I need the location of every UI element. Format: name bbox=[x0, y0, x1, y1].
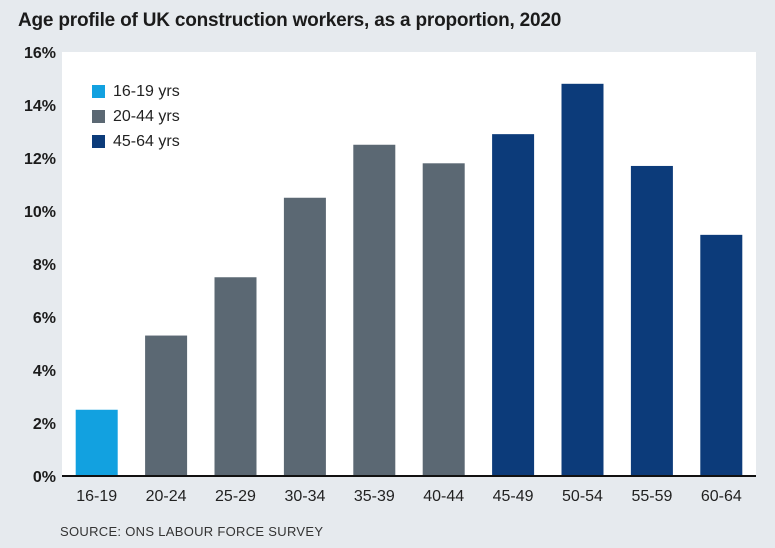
y-tick-label: 0% bbox=[33, 469, 56, 486]
y-tick-label: 16% bbox=[24, 45, 56, 62]
legend-swatch-16-19 bbox=[92, 85, 105, 98]
legend-label-16-19: 16-19 yrs bbox=[113, 82, 180, 100]
bar bbox=[214, 277, 257, 476]
y-tick-label: 10% bbox=[24, 204, 56, 221]
y-tick-label: 8% bbox=[33, 257, 56, 274]
bar bbox=[422, 163, 465, 477]
legend: 16-19 yrs 20-44 yrs 45-64 yrs bbox=[92, 79, 180, 154]
bar bbox=[145, 335, 188, 476]
bar bbox=[492, 134, 535, 476]
x-tick-label: 60-64 bbox=[701, 488, 742, 505]
bar bbox=[700, 234, 743, 476]
bar bbox=[630, 165, 673, 476]
legend-swatch-20-44 bbox=[92, 110, 105, 123]
x-tick-label: 40-44 bbox=[423, 488, 464, 505]
x-tick-label: 50-54 bbox=[562, 488, 603, 505]
x-tick-label: 16-19 bbox=[76, 488, 117, 505]
legend-item-16-19: 16-19 yrs bbox=[92, 79, 180, 104]
bar bbox=[353, 144, 396, 476]
source-note: SOURCE: ONS LABOUR FORCE SURVEY bbox=[60, 524, 324, 539]
bar bbox=[561, 83, 604, 477]
x-tick-label: 35-39 bbox=[354, 488, 395, 505]
x-tick-label: 20-24 bbox=[146, 488, 187, 505]
chart-title: Age profile of UK construction workers, … bbox=[18, 10, 562, 31]
y-tick-label: 6% bbox=[33, 310, 56, 327]
bar bbox=[283, 197, 326, 476]
x-tick-label: 45-49 bbox=[493, 488, 534, 505]
y-tick-label: 4% bbox=[33, 363, 56, 380]
x-tick-label: 30-34 bbox=[284, 488, 325, 505]
x-tick-label: 25-29 bbox=[215, 488, 256, 505]
x-tick-label: 55-59 bbox=[631, 488, 672, 505]
y-tick-label: 14% bbox=[24, 98, 56, 115]
legend-swatch-45-64 bbox=[92, 135, 105, 148]
y-tick-label: 12% bbox=[24, 151, 56, 168]
legend-item-20-44: 20-44 yrs bbox=[92, 104, 180, 129]
legend-item-45-64: 45-64 yrs bbox=[92, 129, 180, 154]
bar bbox=[75, 409, 118, 476]
legend-label-45-64: 45-64 yrs bbox=[113, 132, 180, 150]
legend-label-20-44: 20-44 yrs bbox=[113, 107, 180, 125]
y-tick-label: 2% bbox=[33, 416, 56, 433]
